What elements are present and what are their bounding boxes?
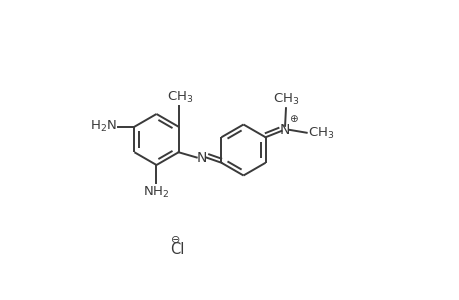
Text: H$_2$N: H$_2$N xyxy=(90,119,116,134)
Text: N: N xyxy=(196,151,206,164)
Text: ⊖: ⊖ xyxy=(171,235,180,245)
Text: NH$_2$: NH$_2$ xyxy=(143,184,169,200)
Text: CH$_3$: CH$_3$ xyxy=(273,92,299,107)
Text: ⊕: ⊕ xyxy=(288,114,297,124)
Text: Cl: Cl xyxy=(170,242,184,256)
Text: N: N xyxy=(279,123,290,137)
Text: CH$_3$: CH$_3$ xyxy=(167,90,193,105)
Text: CH$_3$: CH$_3$ xyxy=(308,126,334,141)
